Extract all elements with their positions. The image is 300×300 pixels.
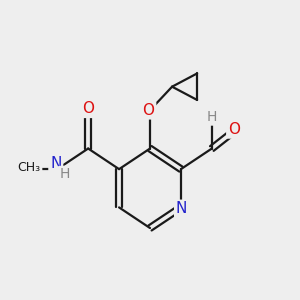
Text: N: N	[50, 156, 61, 171]
Text: H: H	[207, 110, 217, 124]
Text: O: O	[142, 103, 154, 118]
Text: N: N	[176, 201, 187, 216]
Text: CH₃: CH₃	[18, 161, 41, 174]
Text: O: O	[228, 122, 240, 137]
Text: H: H	[59, 167, 70, 182]
Text: O: O	[82, 101, 94, 116]
